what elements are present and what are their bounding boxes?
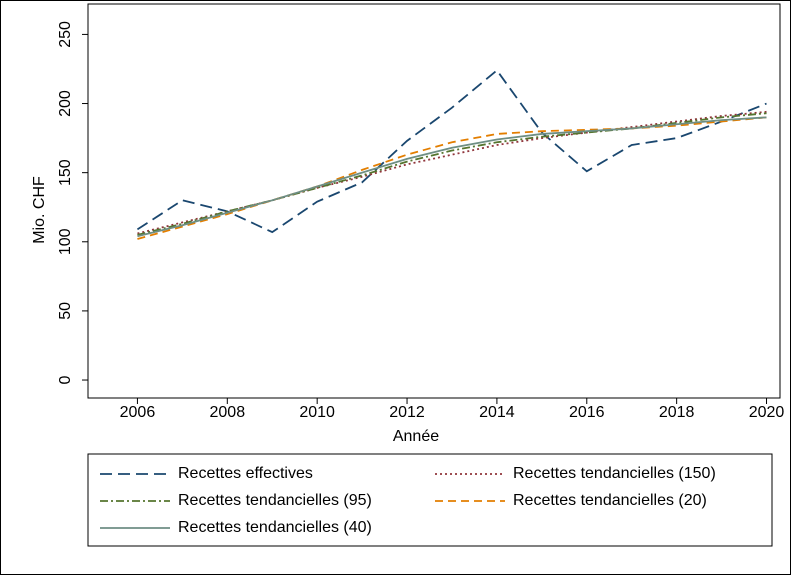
legend-label: Recettes tendancielles (150) [513,465,716,482]
legend-label: Recettes tendancielles (20) [513,492,707,509]
x-axis-title: Année [393,428,439,445]
y-axis-title: Mio. CHF [31,176,48,244]
x-tick-label: 2008 [210,404,246,421]
x-tick-label: 2016 [569,404,605,421]
y-tick-label: 100 [57,228,74,255]
legend-box [87,453,773,547]
x-tick-label: 2020 [749,404,785,421]
plot-frame [87,3,781,399]
y-tick-label: 250 [57,21,74,48]
series-line [137,110,767,235]
legend-label: Recettes tendancielles (95) [178,492,372,509]
series-line [136,69,767,234]
y-tick-label: 0 [57,375,74,384]
legend-label: Recettes effectives [178,465,313,482]
x-tick-label: 2014 [479,404,515,421]
x-tick-label: 2018 [659,404,695,421]
x-tick-label: 2010 [299,404,335,421]
y-tick-label: 150 [57,159,74,186]
y-tick-label: 50 [57,302,74,320]
x-tick-label: 2012 [389,404,425,421]
legend-label: Recettes tendancielles (40) [178,519,372,536]
series-line [137,116,767,238]
y-tick-label: 200 [57,90,74,117]
x-tick-label: 2006 [120,404,156,421]
